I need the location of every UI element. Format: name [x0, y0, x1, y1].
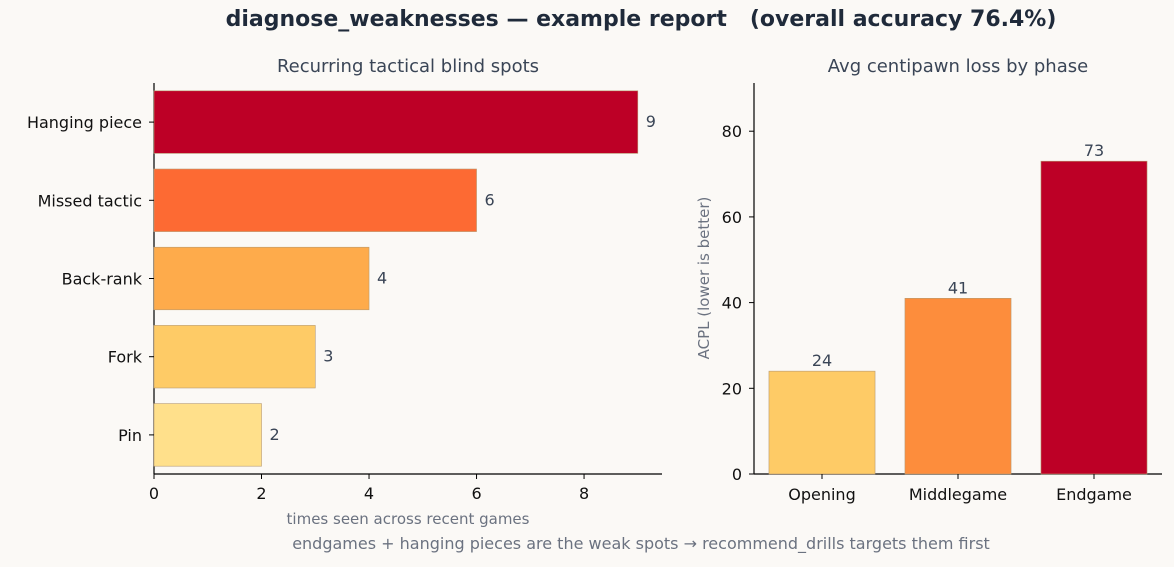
x-tick-label: Endgame: [1056, 485, 1132, 504]
y-tick-label: 60: [722, 208, 742, 227]
y-tick-label: Missed tactic: [38, 191, 142, 210]
bar-hanging-piece: [153, 90, 639, 154]
x-tick-label: 4: [364, 484, 374, 503]
left-chart-xlabel: times seen across recent games: [287, 510, 530, 528]
right-chart-ylabel: ACPL (lower is better): [695, 197, 713, 360]
y-tick-label: Fork: [108, 348, 143, 367]
bar-endgame: [1040, 160, 1148, 475]
bar-value-label: 73: [1084, 141, 1104, 160]
y-tick-label: 0: [732, 465, 742, 484]
x-tick-label: 8: [579, 484, 589, 503]
right-chart-title: Avg centipawn loss by phase: [828, 56, 1088, 77]
x-tick-label: 2: [256, 484, 266, 503]
bar-value-label: 41: [948, 278, 968, 297]
bar-value-label: 4: [377, 269, 387, 288]
y-tick-label: Hanging piece: [27, 113, 142, 132]
y-tick-label: Pin: [118, 426, 142, 445]
y-tick-label: 20: [722, 379, 742, 398]
y-tick-label: 80: [722, 122, 742, 141]
x-tick-label: 6: [471, 484, 481, 503]
footer-note: endgames + hanging pieces are the weak s…: [292, 534, 990, 553]
bar-middlegame: [904, 298, 1012, 475]
bar-back-rank: [153, 246, 370, 311]
bar-value-label: 3: [323, 347, 333, 366]
bar-value-label: 9: [646, 112, 656, 131]
x-tick-label: 0: [149, 484, 159, 503]
left-chart-title: Recurring tactical blind spots: [277, 56, 539, 77]
bar-missed-tactic: [153, 168, 477, 232]
bar-value-label: 24: [812, 351, 832, 370]
y-tick-label: 40: [722, 294, 742, 313]
bar-value-label: 6: [485, 190, 495, 209]
bar-fork: [153, 325, 316, 389]
y-tick-label: Back-rank: [62, 270, 143, 289]
bar-opening: [768, 370, 876, 475]
bar-value-label: 2: [270, 425, 280, 444]
x-tick-label: Middlegame: [909, 485, 1007, 504]
figure-title: diagnose_weaknesses — example report (ov…: [225, 7, 1057, 32]
x-tick-label: Opening: [788, 485, 855, 504]
bar-pin: [153, 403, 262, 467]
